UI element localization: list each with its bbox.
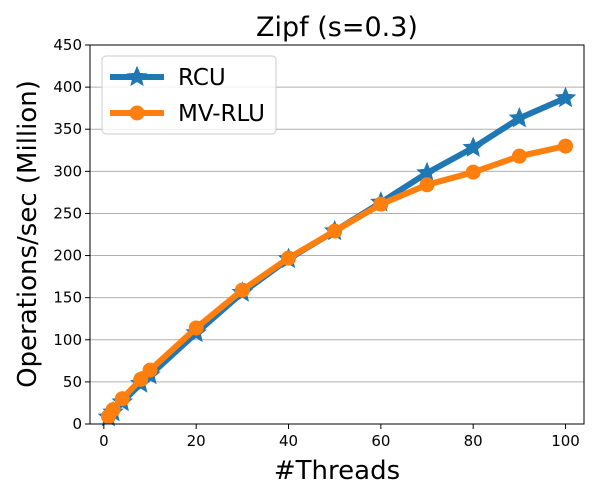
y-tick-label-100: 100 xyxy=(53,331,82,349)
x-axis-title: #Threads xyxy=(274,456,400,486)
data-point-mv-rlu-13 xyxy=(558,138,574,154)
x-tick-label-100: 100 xyxy=(551,432,580,450)
data-point-mv-rlu-2 xyxy=(114,391,130,407)
series-line-mv-rlu xyxy=(105,143,569,420)
series-mv-rlu xyxy=(100,138,574,424)
y-axis: 0 50 100 150 200 250 300 350 400 450 xyxy=(53,36,90,433)
y-tick-label-250: 250 xyxy=(53,204,82,222)
legend-marker-rcu xyxy=(126,65,148,87)
x-tick-label-40: 40 xyxy=(279,432,298,450)
data-point-rcu-11 xyxy=(462,136,484,157)
x-tick-label-20: 20 xyxy=(187,432,206,450)
y-tick-label-150: 150 xyxy=(53,289,82,307)
legend-label-rcu: RCU xyxy=(178,65,226,91)
data-point-mv-rlu-5 xyxy=(188,320,204,336)
data-point-rcu-12 xyxy=(508,106,531,128)
legend-marker-mv-rlu xyxy=(129,105,145,121)
x-tick-label-60: 60 xyxy=(371,432,390,450)
chart-title: Zipf (s=0.3) xyxy=(256,12,418,43)
legend: RCU MV-RLU xyxy=(101,55,277,135)
y-tick-label-300: 300 xyxy=(53,162,82,180)
series-line-rcu xyxy=(105,95,569,421)
y-tick-label-200: 200 xyxy=(53,247,82,265)
data-point-mv-rlu-1 xyxy=(105,402,121,418)
data-point-mv-rlu-8 xyxy=(327,223,343,239)
y-tick-label-450: 450 xyxy=(53,36,82,54)
legend-label-mv-rlu: MV-RLU xyxy=(178,101,265,127)
data-point-mv-rlu-6 xyxy=(234,282,250,298)
data-point-mv-rlu-12 xyxy=(511,148,527,164)
series-layer xyxy=(97,86,577,427)
plot-frame xyxy=(89,44,585,425)
data-point-mv-rlu-3 xyxy=(133,371,149,387)
data-point-rcu-13 xyxy=(554,86,577,108)
data-point-mv-rlu-10 xyxy=(419,177,435,193)
x-tick-label-80: 80 xyxy=(464,432,483,450)
x-axis: 0 20 40 60 80 100 xyxy=(99,424,580,450)
y-tick-label-400: 400 xyxy=(53,78,82,96)
x-tick-label-0: 0 xyxy=(99,432,109,450)
data-point-mv-rlu-9 xyxy=(373,196,389,212)
y-tick-label-0: 0 xyxy=(72,415,82,433)
y-axis-title: Operations/sec (Million) xyxy=(13,80,43,388)
y-tick-label-350: 350 xyxy=(53,120,82,138)
data-point-mv-rlu-4 xyxy=(142,362,158,378)
series-rcu xyxy=(97,86,577,427)
y-tick-label-50: 50 xyxy=(63,373,82,391)
data-point-mv-rlu-7 xyxy=(281,250,297,266)
data-point-mv-rlu-11 xyxy=(465,164,481,180)
